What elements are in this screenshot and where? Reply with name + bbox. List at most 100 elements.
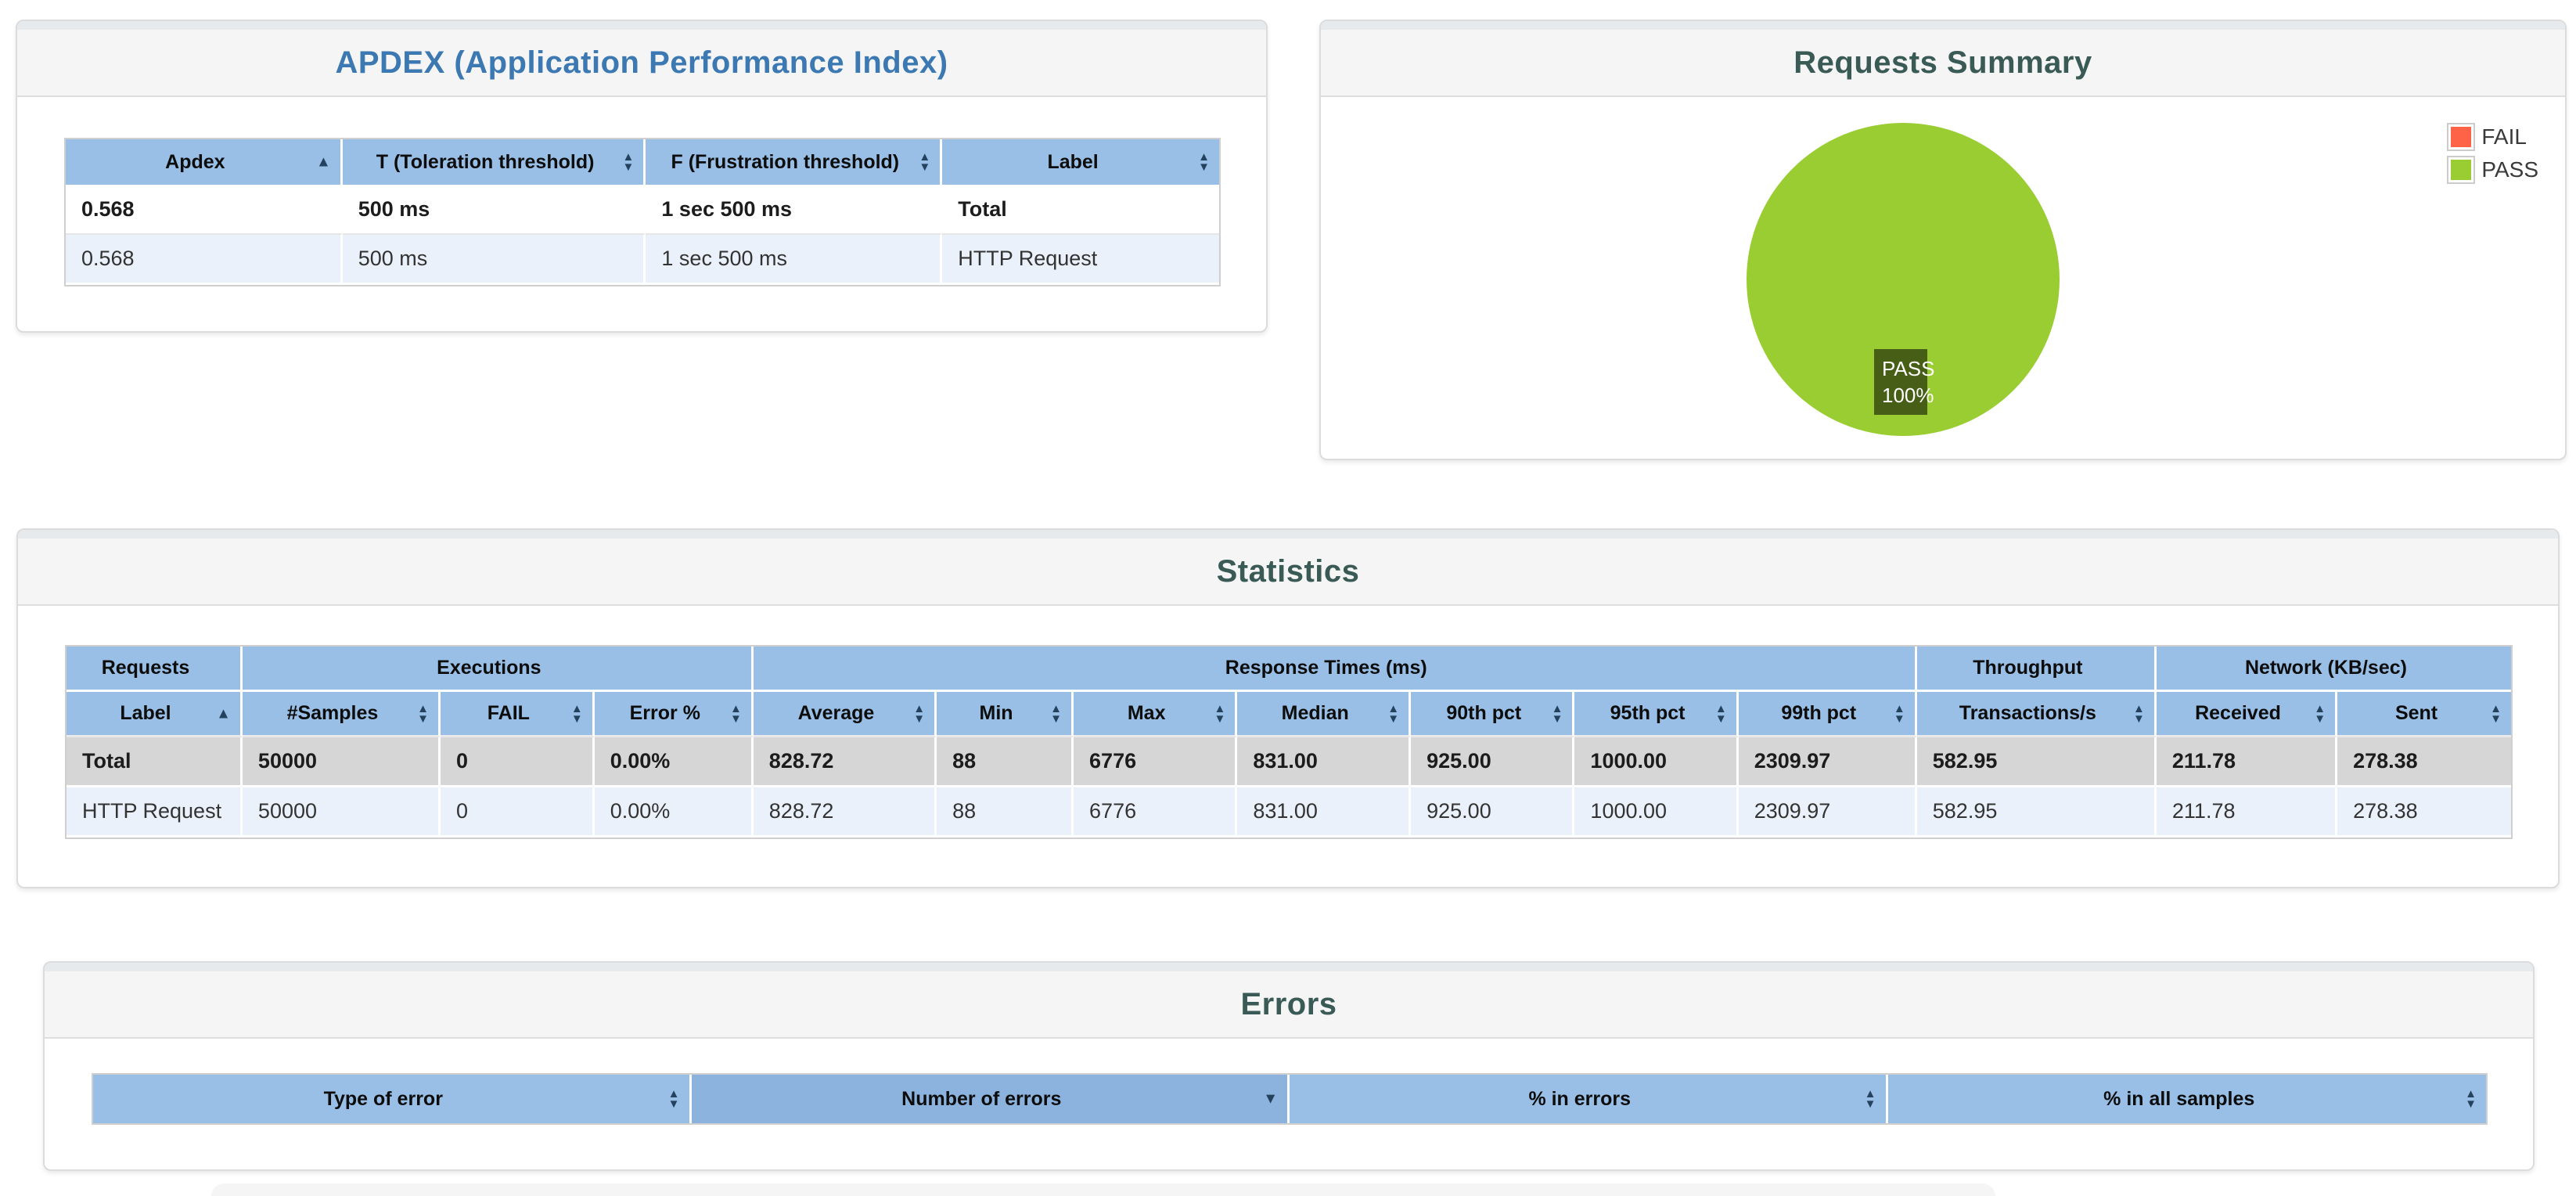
pie-legend: FAIL PASS <box>2447 123 2538 184</box>
legend-label: PASS <box>2481 157 2538 182</box>
cell-average: 828.72 <box>753 787 937 838</box>
sort-both-icon: ▲ ▼ <box>2133 701 2145 726</box>
cell-99pct: 2309.97 <box>1738 787 1917 838</box>
stats-col-header-sent[interactable]: Sent ▲ ▼ <box>2337 692 2511 737</box>
cell-transactions: 582.95 <box>1916 787 2157 838</box>
legend-label: FAIL <box>2481 124 2527 149</box>
sort-both-icon: ▲ ▼ <box>1551 701 1563 726</box>
stats-row-total: Total 50000 0 0.00% 828.72 88 6776 831.0… <box>67 737 2511 787</box>
col-label: Label <box>1047 150 1099 173</box>
cell-99pct: 2309.97 <box>1738 737 1917 787</box>
cell-apdex-value: 0.568 <box>66 185 343 235</box>
stats-col-header-min[interactable]: Min ▲ ▼ <box>937 692 1074 737</box>
apdex-panel-heading: APDEX (Application Performance Index) <box>17 30 1266 97</box>
stats-col-header-received[interactable]: Received ▲ ▼ <box>2156 692 2338 737</box>
cell-frustration: 1 sec 500 ms <box>646 235 943 285</box>
stats-col-header-median[interactable]: Median ▲ ▼ <box>1237 692 1412 737</box>
apdex-col-header-label[interactable]: Label ▲ ▼ <box>942 139 1219 185</box>
cell-95pct: 1000.00 <box>1574 787 1739 838</box>
cell-samples: 50000 <box>242 737 441 787</box>
sort-both-icon: ▲ ▼ <box>913 701 926 726</box>
legend-item-fail: FAIL <box>2447 123 2538 151</box>
sort-both-icon: ▲ ▼ <box>570 701 583 726</box>
sort-both-icon: ▲ ▼ <box>1214 701 1226 726</box>
sort-both-icon: ▲ ▼ <box>1198 150 1210 174</box>
cell-min: 88 <box>937 737 1074 787</box>
cell-median: 831.00 <box>1237 737 1412 787</box>
sort-asc-icon: ▲ <box>315 153 331 171</box>
stats-col-header-99pct[interactable]: 99th pct ▲ ▼ <box>1738 692 1917 737</box>
group-header-response-times: Response Times (ms) <box>753 647 1917 692</box>
pie-label-series: PASS <box>1882 357 1935 380</box>
panel-top-strip <box>1321 21 2565 30</box>
cell-transactions: 582.95 <box>1916 737 2157 787</box>
cell-median: 831.00 <box>1237 787 1412 838</box>
col-label: T (Toleration threshold) <box>376 150 595 173</box>
pie-label-percent: 100% <box>1882 384 1934 407</box>
cell-sent: 278.38 <box>2337 737 2511 787</box>
errors-col-header-pct-samples[interactable]: % in all samples ▲ ▼ <box>1887 1075 2486 1123</box>
next-panel-edge <box>211 1183 1995 1196</box>
stats-col-header-fail[interactable]: FAIL ▲ ▼ <box>440 692 595 737</box>
requests-summary-panel: Requests Summary PASS 100% FAIL PASS <box>1319 20 2567 460</box>
errors-heading: Errors <box>45 971 2533 1039</box>
errors-table: Type of error ▲ ▼ Number of errors ▼ % in… <box>92 1073 2488 1125</box>
statistics-table: Requests Executions Response Times (ms) … <box>65 645 2513 839</box>
group-header-throughput: Throughput <box>1916 647 2157 692</box>
sort-both-icon: ▲ ▼ <box>919 150 931 174</box>
stats-col-header-max[interactable]: Max ▲ ▼ <box>1074 692 1238 737</box>
requests-summary-title: Requests Summary <box>1793 45 2092 80</box>
errors-col-header-type[interactable]: Type of error ▲ ▼ <box>93 1075 692 1123</box>
cell-95pct: 1000.00 <box>1574 737 1739 787</box>
cell-fail: 0 <box>440 787 595 838</box>
stats-col-header-transactions[interactable]: Transactions/s ▲ ▼ <box>1916 692 2157 737</box>
legend-item-pass: PASS <box>2447 156 2538 184</box>
sort-both-icon: ▲ ▼ <box>2314 701 2326 726</box>
stats-row-http-request: HTTP Request 50000 0 0.00% 828.72 88 677… <box>67 787 2511 838</box>
errors-panel: Errors Type of error ▲ ▼ Number of errors… <box>43 961 2535 1171</box>
sort-both-icon: ▲ ▼ <box>1050 701 1063 726</box>
sort-both-icon: ▲ ▼ <box>2490 701 2502 726</box>
fail-swatch-icon <box>2447 123 2476 151</box>
cell-label: Total <box>942 185 1219 235</box>
sort-both-icon: ▲ ▼ <box>622 150 635 174</box>
statistics-heading: Statistics <box>18 539 2558 606</box>
cell-frustration: 1 sec 500 ms <box>646 185 943 235</box>
stats-col-header-label[interactable]: Label ▲ <box>67 692 243 737</box>
stats-col-header-average[interactable]: Average ▲ ▼ <box>753 692 937 737</box>
cell-label: HTTP Request <box>67 787 243 838</box>
requests-summary-heading: Requests Summary <box>1321 30 2565 97</box>
errors-title: Errors <box>1240 986 1337 1021</box>
sort-both-icon: ▲ ▼ <box>667 1087 680 1111</box>
statistics-panel: Statistics Requests Executions Response … <box>16 528 2560 888</box>
col-label: F (Frustration threshold) <box>671 150 900 173</box>
stats-col-header-error-pct[interactable]: Error % ▲ ▼ <box>594 692 754 737</box>
sort-desc-icon: ▼ <box>1263 1090 1278 1108</box>
cell-error-pct: 0.00% <box>594 787 754 838</box>
errors-col-header-count[interactable]: Number of errors ▼ <box>691 1075 1290 1123</box>
cell-fail: 0 <box>440 737 595 787</box>
cell-received: 211.78 <box>2156 787 2338 838</box>
group-header-network: Network (KB/sec) <box>2156 647 2511 692</box>
panel-top-strip <box>17 21 1266 30</box>
apdex-col-header-toleration[interactable]: T (Toleration threshold) ▲ ▼ <box>342 139 646 185</box>
apdex-col-header-frustration[interactable]: F (Frustration threshold) ▲ ▼ <box>646 139 943 185</box>
stats-col-header-90pct[interactable]: 90th pct ▲ ▼ <box>1411 692 1575 737</box>
panel-top-strip <box>18 530 2558 539</box>
group-header-requests: Requests <box>67 647 243 692</box>
cell-samples: 50000 <box>242 787 441 838</box>
apdex-col-header-apdex[interactable]: Apdex ▲ <box>66 139 343 185</box>
cell-toleration: 500 ms <box>342 185 646 235</box>
apdex-table: Apdex ▲ T (Toleration threshold) ▲ ▼ F (F… <box>64 138 1221 286</box>
sort-both-icon: ▲ ▼ <box>417 701 429 726</box>
cell-min: 88 <box>937 787 1074 838</box>
cell-max: 6776 <box>1074 787 1238 838</box>
errors-col-header-pct-errors[interactable]: % in errors ▲ ▼ <box>1290 1075 1888 1123</box>
sort-asc-icon: ▲ <box>216 705 231 722</box>
col-label: Apdex <box>165 150 225 173</box>
apdex-panel-title: APDEX (Application Performance Index) <box>335 45 948 80</box>
cell-average: 828.72 <box>753 737 937 787</box>
stats-col-header-95pct[interactable]: 95th pct ▲ ▼ <box>1574 692 1739 737</box>
stats-col-header-samples[interactable]: #Samples ▲ ▼ <box>242 692 441 737</box>
cell-max: 6776 <box>1074 737 1238 787</box>
